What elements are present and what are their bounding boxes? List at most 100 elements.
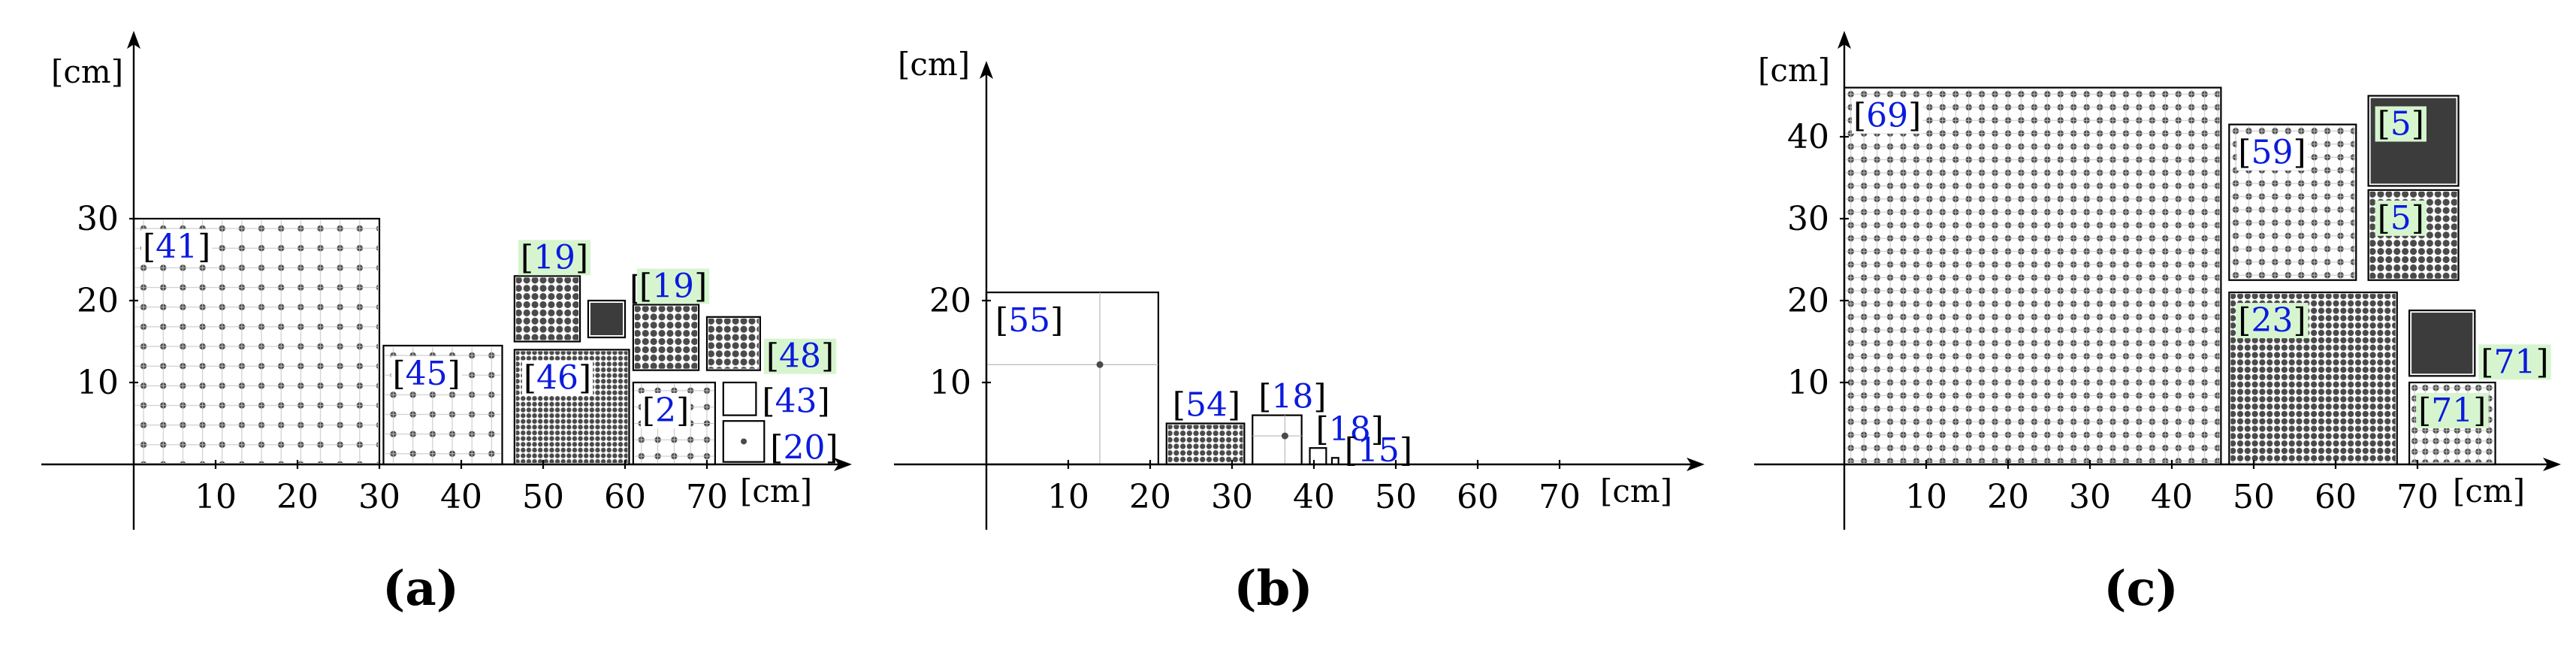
- x-tick-label: 50: [2233, 478, 2275, 516]
- item-c-4: [5]: [2367, 189, 2460, 281]
- item-tag: [5]: [2378, 199, 2424, 237]
- y-axis-arrow: [127, 31, 140, 49]
- item-dot-fill: [708, 318, 759, 369]
- item-tag: [43]: [762, 382, 829, 421]
- item-tag: [19]: [639, 267, 707, 305]
- x-axis-arrow: [1687, 458, 1705, 471]
- x-tick-label: 30: [1211, 478, 1253, 516]
- x-tick-label: 10: [195, 478, 237, 516]
- item-tag: [71]: [2418, 391, 2486, 430]
- y-axis-arrow: [980, 61, 993, 79]
- y-tick-label: 40: [1787, 118, 1829, 156]
- item-c-6: [71]: [2408, 381, 2496, 466]
- x-unit-label: [cm]: [740, 473, 812, 509]
- y-tick-label: 20: [1787, 282, 1829, 320]
- x-unit-label: [cm]: [2453, 473, 2525, 509]
- x-tick-label: 10: [1905, 478, 1947, 516]
- x-tick-label: 60: [1457, 478, 1499, 516]
- tag-highlight: [636, 268, 710, 304]
- item-tag: [19]: [521, 238, 588, 277]
- x-tick-label: 20: [1129, 478, 1171, 516]
- x-tick-label: 70: [686, 478, 728, 516]
- x-tick-label: 50: [1375, 478, 1417, 516]
- panel-label: (b): [1234, 561, 1312, 617]
- y-unit-label: [cm]: [51, 53, 123, 90]
- item-tag: [18]: [1316, 410, 1384, 449]
- tag-highlight: [518, 240, 591, 276]
- item-a-9: [20]: [722, 420, 838, 467]
- item-box: [1330, 457, 1339, 466]
- tag-highlight: [2416, 393, 2489, 428]
- item-b-3: [18]: [1309, 410, 1384, 466]
- item-point: [741, 438, 747, 445]
- x-tick-label: 30: [358, 478, 400, 516]
- x-tick-label: 20: [276, 478, 319, 516]
- item-b-4: [15]: [1330, 431, 1412, 470]
- y-tick-label: 10: [1787, 364, 1829, 402]
- x-axis-arrow: [834, 458, 852, 471]
- tag-highlight: [2375, 106, 2427, 142]
- item-tag: [54]: [1173, 386, 1240, 425]
- item-tag: [18]: [1258, 378, 1326, 416]
- item-point: [1096, 361, 1104, 368]
- item-a-2: [46]: [513, 349, 630, 466]
- tag-highlight: [763, 338, 837, 374]
- x-unit-label: [cm]: [1600, 473, 1672, 509]
- x-axis-arrow: [2543, 458, 2561, 471]
- x-tick-label: 70: [1539, 478, 1581, 516]
- item-tag: [48]: [766, 337, 834, 376]
- y-unit-label: [cm]: [1758, 52, 1830, 89]
- item-box: [1252, 414, 1303, 466]
- item-a-7: [2]: [632, 381, 717, 466]
- x-tick-label: 20: [1987, 478, 2029, 516]
- panel-label: (c): [2103, 561, 2179, 617]
- item-tag: [5]: [2378, 105, 2424, 144]
- x-tick-label: 70: [2396, 478, 2439, 516]
- tag-highlight: [2236, 303, 2309, 339]
- panel-a: [41][45][46][19][46][19][48][2][43][20]1…: [41, 31, 852, 617]
- x-tick-label: 60: [2315, 478, 2357, 516]
- item-c-5: [71]: [2408, 309, 2551, 381]
- y-axis-arrow: [1838, 31, 1851, 49]
- item-b-2: [18]: [1252, 378, 1327, 466]
- y-tick-label: 30: [77, 200, 119, 238]
- item-dot-fill: [515, 277, 579, 340]
- item-dot-fill: [634, 306, 698, 369]
- item-b-0: [55]: [985, 292, 1159, 466]
- item-box: [1309, 447, 1327, 466]
- item-c-1: [59]: [2228, 123, 2357, 281]
- item-b-1: [54]: [1165, 386, 1246, 466]
- item-c-2: [23]: [2228, 292, 2398, 466]
- item-dot-fill: [1846, 89, 2220, 463]
- x-tick-label: 10: [1047, 478, 1089, 516]
- panel-b: [55][54] [18][18][15]10 20 30 40 50 60 701020[c…: [894, 46, 1705, 617]
- x-tick-label: 40: [1293, 478, 1335, 516]
- item-a-6: [48]: [705, 316, 837, 376]
- y-tick-label: 30: [1787, 200, 1829, 238]
- y-unit-label: [cm]: [898, 46, 970, 83]
- x-tick-label: 40: [440, 478, 482, 516]
- item-tag: [41]: [143, 228, 210, 266]
- y-tick-label: 10: [929, 364, 971, 402]
- tag-highlight: [2375, 200, 2427, 236]
- item-tag: [46]: [524, 358, 591, 397]
- item-tag: [15]: [1345, 431, 1412, 470]
- x-tick-label: 50: [522, 478, 564, 516]
- item-tag: [2]: [642, 391, 689, 430]
- y-tick-label: 20: [929, 282, 971, 320]
- y-tick-label: 20: [77, 282, 119, 320]
- item-a-3: [19]: [513, 238, 591, 343]
- x-tick-label: 30: [2069, 478, 2111, 516]
- item-tag: [23]: [2238, 301, 2306, 340]
- item-box: [722, 381, 757, 416]
- item-tag: [59]: [2238, 134, 2306, 172]
- y-tick-label: 10: [77, 364, 119, 402]
- item-solid-fill: [590, 303, 623, 336]
- item-dot-fill: [1167, 425, 1243, 463]
- item-a-8: [43]: [722, 381, 830, 421]
- item-solid-fill: [2411, 313, 2473, 374]
- item-tag: [69]: [1853, 97, 1921, 135]
- item-c-0: [69]: [1843, 86, 2222, 466]
- panel-c: [69] [59] [23] [5] [5] [71] [71] 10 20 30 40 50 60 70…: [1754, 31, 2561, 617]
